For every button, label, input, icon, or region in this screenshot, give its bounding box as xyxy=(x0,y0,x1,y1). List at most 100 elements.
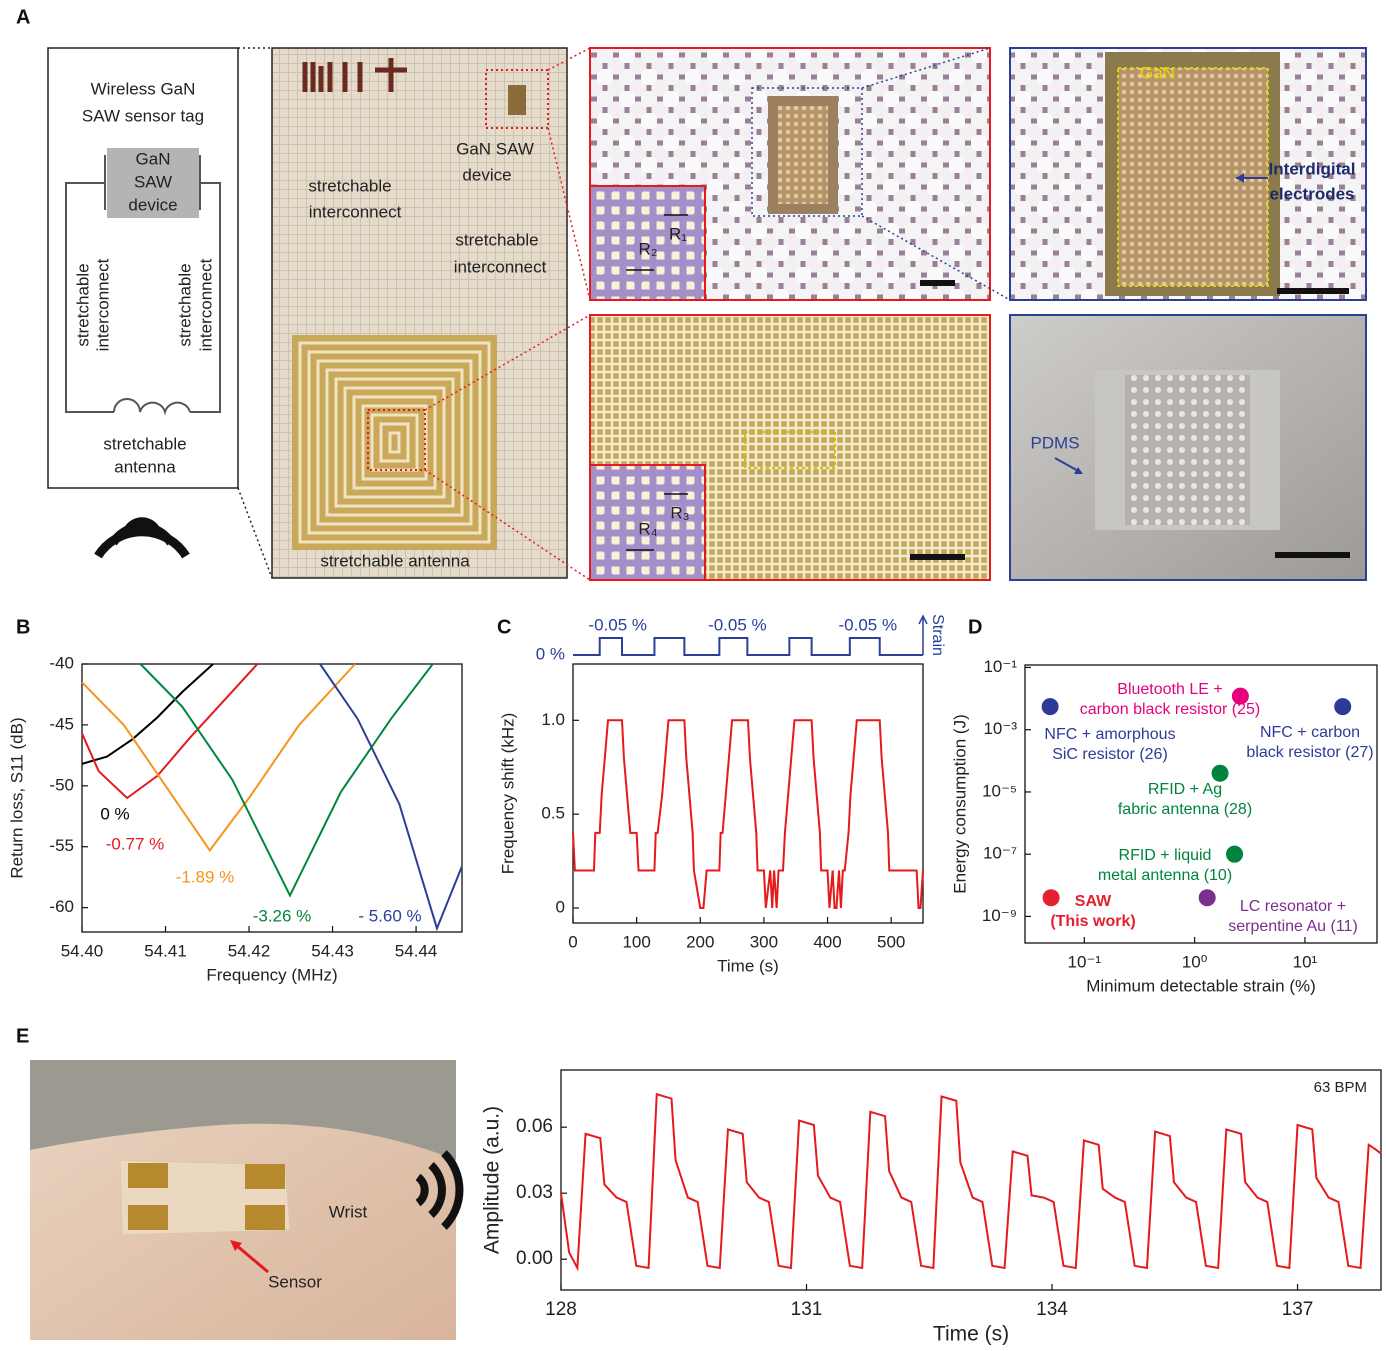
curve-label: -1.89 % xyxy=(176,867,235,886)
x-tick-label: 131 xyxy=(791,1299,823,1320)
interconnect-label: interconnect xyxy=(93,258,112,351)
photo-label: stretchable xyxy=(308,176,391,195)
dimension-label: R₁ xyxy=(669,224,687,243)
point-label: carbon black resistor (25) xyxy=(1080,701,1261,718)
decoration xyxy=(245,1164,285,1189)
material-label: GaN xyxy=(1140,63,1175,82)
tag-photo: GaN SAW device stretchable interconnect … xyxy=(272,48,567,578)
x-tick-label: 54.44 xyxy=(395,941,438,960)
strain-label: Strain xyxy=(929,614,946,656)
material-label: PDMS xyxy=(1030,433,1079,452)
decoration xyxy=(245,1205,285,1230)
x-tick-label: 54.41 xyxy=(144,941,187,960)
point xyxy=(1042,889,1060,907)
x-tick-label: 54.43 xyxy=(311,941,354,960)
x-tick-label: 128 xyxy=(545,1299,577,1320)
strain-pulse-label: -0.05 % xyxy=(708,615,767,634)
x-tick-label: 100 xyxy=(622,932,650,951)
y-tick-label: 1.0 xyxy=(541,710,565,729)
curve-label: 0 % xyxy=(100,804,129,823)
curve-label: -0.77 % xyxy=(106,834,165,853)
decoration xyxy=(1277,288,1349,294)
device-label: GaN xyxy=(136,149,171,168)
panel-label: B xyxy=(16,616,30,638)
dimension-label: R₃ xyxy=(670,503,689,522)
y-axis-title: Amplitude (a.u.) xyxy=(481,1106,504,1254)
x-axis-title: Time (s) xyxy=(717,956,779,975)
wireless-icon xyxy=(98,522,186,556)
figure: A Wireless GaN SAW sensor tag GaN SAW de… xyxy=(0,0,1386,1351)
decoration xyxy=(292,335,497,550)
point-label: (This work) xyxy=(1050,913,1135,930)
point xyxy=(1041,698,1059,716)
decoration xyxy=(128,1163,168,1188)
schematic-title: Wireless GaN xyxy=(91,79,196,98)
point-label: SiC resistor (26) xyxy=(1052,746,1168,763)
panel-label: E xyxy=(16,1025,29,1047)
decoration xyxy=(910,554,965,560)
curve xyxy=(140,664,432,895)
point-label: RFID + liquid xyxy=(1119,847,1212,864)
y-tick-label: -50 xyxy=(49,775,74,794)
y-tick-label: -45 xyxy=(49,714,74,733)
y-tick-label: 10⁻⁷ xyxy=(983,844,1017,863)
decoration xyxy=(778,106,828,204)
y-tick-label: 10⁻⁵ xyxy=(982,781,1017,800)
x-tick-label: 400 xyxy=(813,932,841,951)
y-tick-label: -60 xyxy=(49,897,74,916)
photo-label: GaN SAW xyxy=(456,139,534,158)
sem-image: PDMS xyxy=(1010,315,1366,580)
y-tick-label: -40 xyxy=(49,653,74,672)
antenna-label: stretchable xyxy=(103,434,186,453)
point-label: Bluetooth LE + xyxy=(1117,681,1222,698)
y-axis-title: Return loss, S11 (dB) xyxy=(7,717,26,878)
y-tick-label: 10⁻³ xyxy=(983,719,1017,738)
y-tick-label: 0.03 xyxy=(516,1182,553,1203)
antenna-micrograph: R₃ R₄ xyxy=(590,315,990,580)
y-tick-label: 10⁻⁹ xyxy=(982,906,1017,925)
curve xyxy=(82,664,213,764)
strain-pulse-label: -0.05 % xyxy=(839,615,898,634)
annotation: 63 BPM xyxy=(1314,1079,1367,1096)
interconnect-label: interconnect xyxy=(196,258,215,351)
page: Wireless GaN SAW sensor figure html, bod… xyxy=(0,0,1386,1351)
photo-label: interconnect xyxy=(454,257,547,276)
device-label: SAW xyxy=(134,172,172,191)
point-label: metal antenna (10) xyxy=(1098,867,1232,884)
x-tick-label: 10⁻¹ xyxy=(1068,952,1102,971)
electrode-label: electrodes xyxy=(1269,184,1354,203)
connector xyxy=(238,48,272,578)
body: { "panel_a": { "label": "A", "schematic"… xyxy=(0,0,1386,1351)
interconnect-label: stretchable xyxy=(175,263,194,346)
decoration xyxy=(1275,552,1350,558)
interconnect-micrograph: R₁ R₂ xyxy=(590,48,990,300)
decoration xyxy=(920,280,955,286)
point xyxy=(1198,889,1216,907)
y-axis-title: Energy consumption (J) xyxy=(950,714,969,894)
trace xyxy=(573,720,923,908)
antenna-label: antenna xyxy=(114,457,176,476)
panel-label: C xyxy=(497,616,511,638)
x-tick-label: 134 xyxy=(1036,1299,1068,1320)
x-tick-label: 200 xyxy=(686,932,714,951)
decoration xyxy=(1125,375,1250,525)
dimension-label: R₂ xyxy=(639,239,658,258)
x-tick-label: 0 xyxy=(568,932,577,951)
schematic: Wireless GaN SAW sensor tag GaN SAW devi… xyxy=(48,48,238,488)
plot-frame xyxy=(573,664,923,923)
point-label: serpentine Au (11) xyxy=(1228,918,1358,935)
electrode-label: Interdigital xyxy=(1269,159,1356,178)
point-label: LC resonator + xyxy=(1240,898,1346,915)
decoration xyxy=(508,85,526,115)
point-label: NFC + amorphous xyxy=(1044,726,1175,743)
trace xyxy=(561,1094,1381,1268)
x-tick-label: 54.42 xyxy=(228,941,271,960)
x-tick-label: 137 xyxy=(1282,1299,1314,1320)
photo-label: device xyxy=(462,165,511,184)
strain-trace xyxy=(573,638,923,655)
point-label: black resistor (27) xyxy=(1246,744,1373,761)
strain-baseline-label: 0 % xyxy=(536,644,565,663)
strain-arrow xyxy=(919,616,927,655)
x-axis-title: Time (s) xyxy=(933,1323,1009,1346)
device-micrograph: GaN Interdigital electrodes xyxy=(1010,48,1366,300)
